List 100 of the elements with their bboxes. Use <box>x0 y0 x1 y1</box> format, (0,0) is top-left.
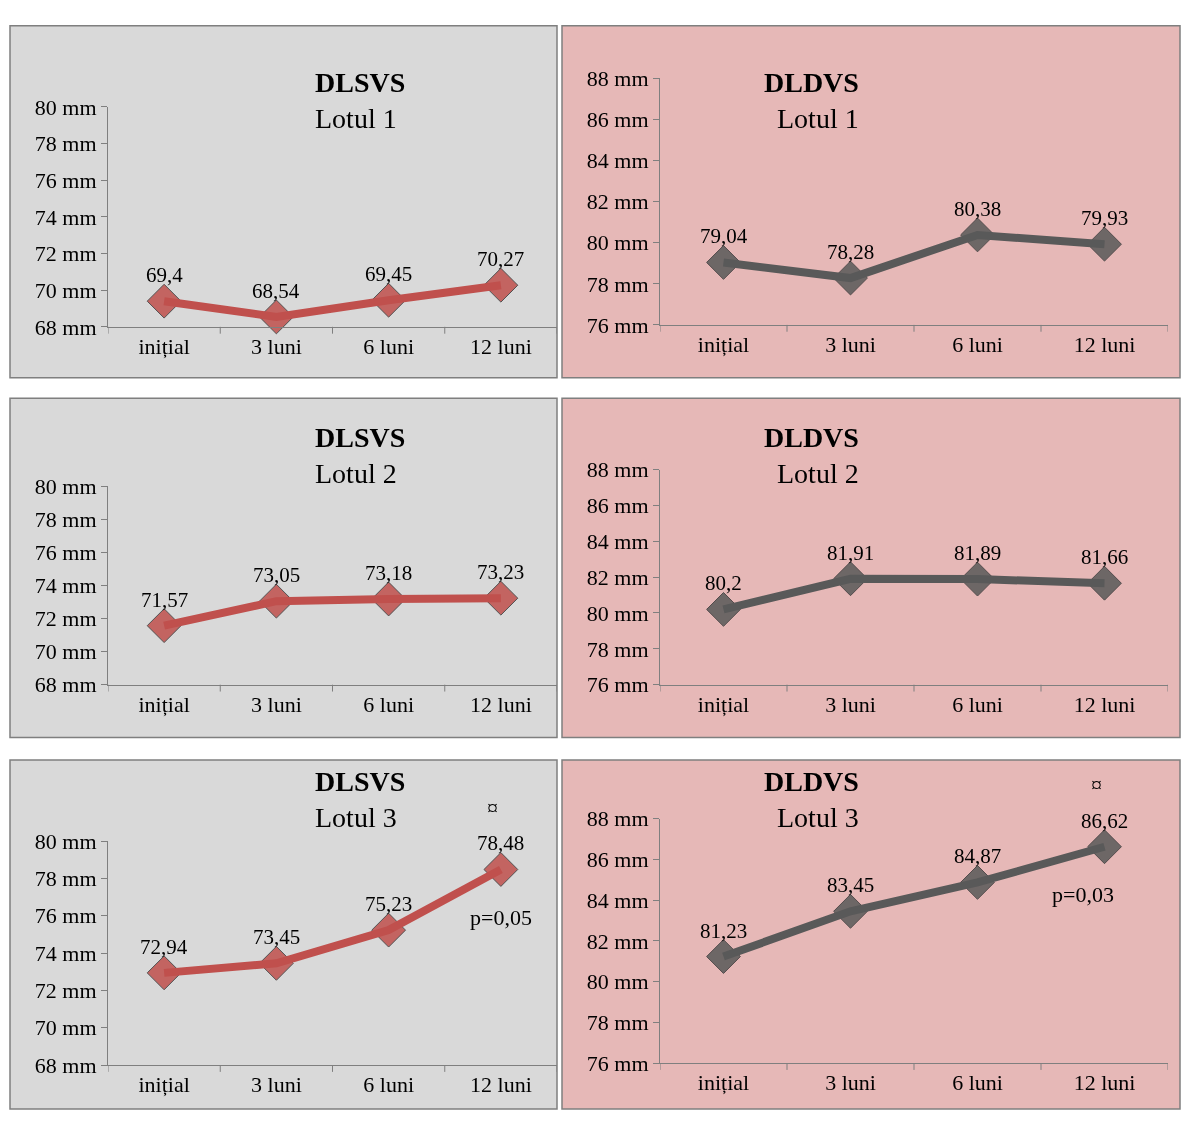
annotation: ¤ <box>487 795 498 820</box>
y-tick-label: 78 mm <box>586 636 649 662</box>
annotation: p=0,03 <box>1052 882 1114 907</box>
data-label: 71,57 <box>141 588 189 612</box>
y-tick-label: 78 mm <box>586 271 649 297</box>
y-tick-label: 78 mm <box>34 506 97 532</box>
y-tick-label: 76 mm <box>586 312 649 338</box>
y-tick-label: 78 mm <box>586 1010 649 1036</box>
data-label: 69,4 <box>146 263 184 287</box>
y-tick-label: 82 mm <box>586 189 649 215</box>
x-tick-label: 6 luni <box>363 334 414 360</box>
y-tick-label: 72 mm <box>34 606 97 632</box>
y-tick-label: 80 mm <box>586 230 649 256</box>
y-tick-label: 78 mm <box>34 131 97 157</box>
x-tick-label: inițial <box>697 332 750 358</box>
x-tick-label: inițial <box>138 334 190 360</box>
x-tick-label: 6 luni <box>952 1070 1003 1096</box>
chart-subtitle: Lotul 1 <box>315 103 397 134</box>
y-tick-label: 82 mm <box>586 928 649 954</box>
y-tick-label: 80 mm <box>586 600 649 626</box>
data-label: 80,38 <box>954 197 1002 221</box>
y-tick-label: 74 mm <box>34 573 97 599</box>
y-tick-label: 88 mm <box>586 806 649 832</box>
data-label: 81,66 <box>1081 545 1129 569</box>
data-label: 70,27 <box>477 247 525 271</box>
y-tick-label: 74 mm <box>34 940 97 966</box>
y-tick-label: 80 mm <box>34 473 97 499</box>
data-label: 78,48 <box>477 831 525 855</box>
data-label: 78,28 <box>827 240 875 264</box>
x-tick-label: 3 luni <box>251 692 302 718</box>
y-tick-label: 86 mm <box>586 107 649 133</box>
y-tick-label: 86 mm <box>586 847 649 873</box>
data-label: 81,89 <box>954 541 1002 565</box>
y-tick-label: 80 mm <box>586 969 649 995</box>
x-tick-label: 3 luni <box>825 332 876 358</box>
x-tick-label: inițial <box>138 1072 190 1098</box>
y-tick-label: 88 mm <box>586 66 649 92</box>
y-tick-label: 76 mm <box>34 903 97 929</box>
x-tick-label: 3 luni <box>251 334 302 360</box>
data-label: 73,18 <box>365 561 413 585</box>
x-tick-label: 6 luni <box>952 332 1003 358</box>
y-tick-label: 84 mm <box>586 528 649 554</box>
chart-title: DLDVS <box>764 766 859 797</box>
y-tick-label: 68 mm <box>34 314 97 340</box>
data-label: 86,62 <box>1081 809 1129 833</box>
data-label: 81,23 <box>700 919 748 943</box>
x-tick-label: inițial <box>697 692 750 718</box>
data-label: 75,23 <box>365 892 413 916</box>
chart-title: DLDVS <box>764 422 859 453</box>
data-label: 81,91 <box>827 541 875 565</box>
annotation: ¤ <box>1091 772 1102 797</box>
x-tick-label: 12 luni <box>1073 1070 1136 1096</box>
chart-subtitle: Lotul 3 <box>315 802 397 833</box>
chart-title: DLSVS <box>315 766 406 797</box>
x-tick-label: inițial <box>138 692 190 718</box>
data-label: 73,05 <box>253 563 301 587</box>
chart-title: DLDVS <box>764 67 859 98</box>
y-tick-label: 84 mm <box>586 887 649 913</box>
data-label: 83,45 <box>827 873 875 897</box>
data-label: 69,45 <box>365 262 413 286</box>
data-label: 79,93 <box>1081 206 1129 230</box>
y-tick-label: 72 mm <box>34 978 97 1004</box>
chart-title: DLSVS <box>315 422 406 453</box>
data-label: 79,04 <box>700 224 748 248</box>
y-tick-label: 74 mm <box>34 204 97 230</box>
y-tick-label: 72 mm <box>34 241 97 267</box>
x-tick-label: 12 luni <box>470 1072 532 1098</box>
y-tick-label: 88 mm <box>586 457 649 483</box>
data-label: 73,45 <box>253 925 301 949</box>
y-tick-label: 80 mm <box>34 828 97 854</box>
data-label: 80,2 <box>705 571 742 595</box>
y-tick-label: 76 mm <box>586 1050 649 1076</box>
y-tick-label: 76 mm <box>586 672 649 698</box>
annotation: p=0,05 <box>470 905 532 930</box>
chart-subtitle: Lotul 2 <box>777 458 859 489</box>
y-tick-label: 76 mm <box>34 167 97 193</box>
text: Lotul 1 <box>777 103 859 134</box>
x-tick-label: 12 luni <box>470 334 532 360</box>
x-tick-label: 3 luni <box>251 1072 302 1098</box>
x-tick-label: 12 luni <box>1073 332 1136 358</box>
x-tick-label: 12 luni <box>470 692 532 718</box>
y-tick-label: 78 mm <box>34 866 97 892</box>
chart-subtitle: Lotul 2 <box>315 458 397 489</box>
y-tick-label: 84 mm <box>586 148 649 174</box>
x-tick-label: 6 luni <box>952 692 1003 718</box>
x-tick-label: 6 luni <box>363 1072 414 1098</box>
chart-subtitle: Lotul 3 <box>777 802 859 833</box>
y-tick-label: 82 mm <box>586 564 649 590</box>
y-tick-label: 68 mm <box>34 672 97 698</box>
y-tick-label: 80 mm <box>34 94 97 120</box>
y-tick-label: 86 mm <box>586 493 649 519</box>
x-tick-label: 6 luni <box>363 692 414 718</box>
y-tick-label: 70 mm <box>34 639 97 665</box>
y-tick-label: 70 mm <box>34 277 97 303</box>
x-tick-label: 3 luni <box>825 692 876 718</box>
x-tick-label: 12 luni <box>1073 692 1136 718</box>
data-label: 72,94 <box>140 935 188 959</box>
y-tick-label: 68 mm <box>34 1052 97 1078</box>
chart-title: DLSVS <box>315 67 406 98</box>
y-tick-label: 70 mm <box>34 1015 97 1041</box>
